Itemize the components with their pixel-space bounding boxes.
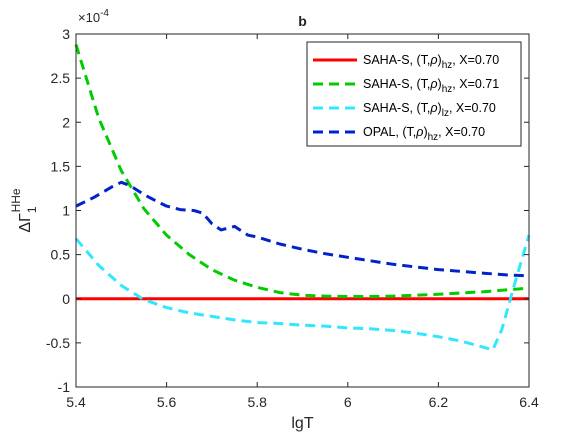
- x-tick-label: 6: [344, 394, 352, 410]
- y-axis-label: ΔΓ1HHe: [9, 188, 39, 233]
- legend-label-2: SAHA-S, (T,ρ)hz, X=0.71: [363, 77, 499, 95]
- y-tick-label: -0.5: [46, 335, 70, 351]
- legend: SAHA-S, (T,ρ)hz, X=0.70 SAHA-S, (T,ρ)hz, …: [306, 41, 522, 147]
- x-tick-label: 5.4: [66, 394, 86, 410]
- y-tick-label: -1: [58, 379, 71, 395]
- x-tick-label: 5.6: [157, 394, 177, 410]
- y-tick-label: 3: [62, 26, 70, 42]
- x-axis-ticks: 5.4 5.6 5.8 6 6.2 6.4: [66, 34, 539, 410]
- y-tick-label: 0: [62, 291, 70, 307]
- x-axis-label: lgT: [291, 415, 313, 432]
- y-tick-label: 1: [62, 203, 70, 219]
- y-axis-ticks: -1 -0.5 0 0.5 1 1.5 2 2.5 3: [46, 26, 529, 395]
- series-line-3: [74, 234, 531, 352]
- x-tick-label: 5.8: [247, 394, 267, 410]
- plot-area: [74, 44, 531, 352]
- y-axis-exponent: ×10-4: [78, 8, 109, 25]
- y-tick-label: 2.5: [51, 70, 71, 86]
- x-tick-label: 6.4: [519, 394, 539, 410]
- series-line-2: [74, 44, 530, 298]
- legend-label-4: OPAL, (T,ρ)hz, X=0.70: [363, 125, 485, 143]
- y-tick-label: 2: [62, 114, 70, 130]
- y-tick-label: 0.5: [51, 247, 71, 263]
- legend-label-1: SAHA-S, (T,ρ)hz, X=0.70: [363, 53, 499, 71]
- chart-title: b: [298, 13, 307, 29]
- legend-label-3: SAHA-S, (T,ρ)lz, X=0.70: [363, 101, 496, 119]
- series-line-4: [75, 180, 530, 278]
- y-tick-label: 1.5: [51, 158, 71, 174]
- x-tick-label: 6.2: [429, 394, 449, 410]
